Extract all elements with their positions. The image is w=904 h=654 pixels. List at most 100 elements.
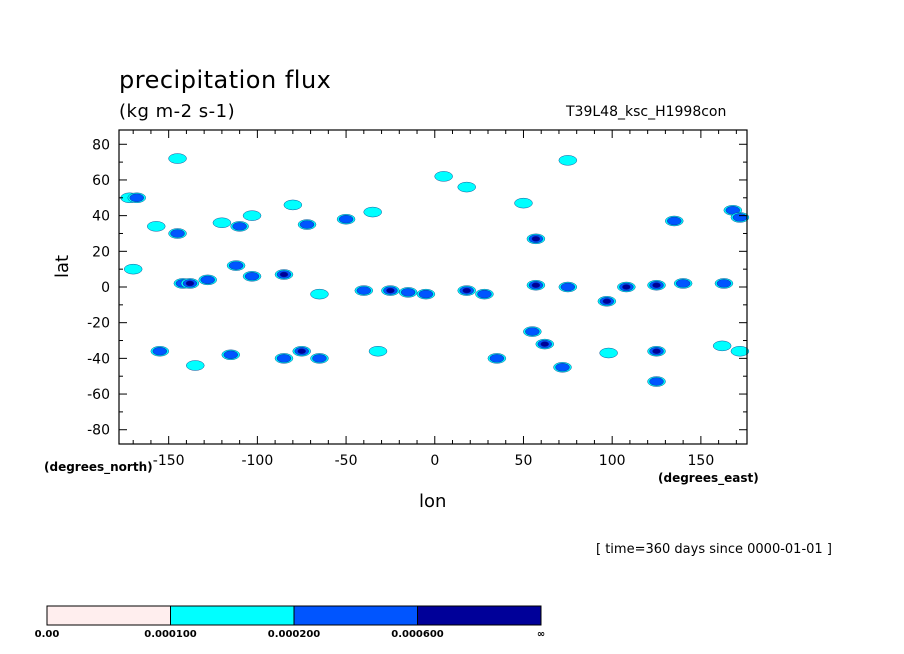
contour-cell xyxy=(127,192,146,203)
contour-level-2 xyxy=(560,282,576,292)
contour-cell xyxy=(714,278,734,289)
contour-level-1 xyxy=(434,171,453,182)
contour-cell xyxy=(457,181,476,193)
contour-level-2 xyxy=(152,347,168,356)
contour-level-3 xyxy=(652,348,661,354)
colorbar-segment xyxy=(46,605,171,626)
contour-cell xyxy=(381,285,400,296)
x-tick-label: 50 xyxy=(515,453,533,469)
time-note: [ time=360 days since 0000-01-01 ] xyxy=(596,542,832,557)
y-tick-label: -20 xyxy=(87,316,110,332)
contour-cell xyxy=(398,287,418,298)
y-tick-label: -80 xyxy=(87,423,110,439)
contour-cell xyxy=(212,217,232,228)
contour-cell xyxy=(242,210,262,221)
chart-title: precipitation flux xyxy=(119,66,332,94)
contour-level-1 xyxy=(186,360,205,371)
contour-cell xyxy=(274,269,294,280)
contour-level-1 xyxy=(363,206,382,218)
contour-level-2 xyxy=(338,215,354,224)
colorbar xyxy=(46,605,542,626)
contour-cell xyxy=(310,288,329,300)
contour-cell xyxy=(535,338,554,350)
y-tick-label: 60 xyxy=(92,173,110,189)
contour-cell xyxy=(673,278,693,289)
contour-level-1 xyxy=(730,346,750,357)
contour-cell xyxy=(310,353,329,364)
contour-level-2 xyxy=(232,222,247,231)
contour-cell xyxy=(283,199,303,211)
y-tick-label: -60 xyxy=(87,387,110,403)
contour-level-2 xyxy=(525,327,540,336)
x-tick-label: 0 xyxy=(430,453,439,469)
colorbar-level-label: ∞ xyxy=(536,629,546,640)
contour-level-3 xyxy=(462,287,471,294)
contour-cell xyxy=(457,285,476,296)
contour-cell xyxy=(242,271,262,282)
contour-level-2 xyxy=(276,354,292,363)
contour-level-3 xyxy=(531,236,541,242)
contour-level-3 xyxy=(531,282,541,288)
colorbar-level-label: 0.00 xyxy=(34,629,60,640)
contour-level-1 xyxy=(123,263,143,275)
contour-cell xyxy=(274,353,294,364)
contour-cell xyxy=(553,362,572,373)
contour-cell xyxy=(487,353,507,364)
chart-units: (kg m-2 s-1) xyxy=(119,101,236,122)
contour-level-1 xyxy=(558,155,578,166)
contour-cell xyxy=(168,153,187,164)
contour-level-3 xyxy=(185,280,195,287)
contour-cell xyxy=(647,346,666,357)
x-tick-label: -150 xyxy=(153,453,185,469)
y-tick-label: 80 xyxy=(92,137,110,153)
contour-cell xyxy=(221,349,240,360)
model-label: T39L48_ksc_H1998con xyxy=(566,104,727,120)
contour-level-2 xyxy=(489,354,505,363)
contour-level-3 xyxy=(652,282,661,288)
contour-level-2 xyxy=(356,286,372,295)
x-tick-label: 100 xyxy=(599,453,626,469)
y-tick-label: 20 xyxy=(92,244,110,260)
contour-level-3 xyxy=(602,298,612,304)
y-tick-label: 40 xyxy=(92,209,110,225)
contour-level-2 xyxy=(477,289,492,299)
x-tick-label: 150 xyxy=(688,453,715,469)
contour-level-2 xyxy=(732,213,748,222)
colorbar-segment xyxy=(293,605,418,626)
contour-level-3 xyxy=(279,271,289,278)
colorbar-segment xyxy=(170,605,295,626)
contour-level-2 xyxy=(400,288,416,297)
colorbar-level-label: 0.000600 xyxy=(391,629,444,640)
contour-level-1 xyxy=(599,347,618,359)
x-unit-left: (degrees_north) xyxy=(44,460,153,474)
contour-level-2 xyxy=(667,216,682,226)
contour-cell xyxy=(475,288,494,300)
contour-cell xyxy=(730,212,750,223)
contour-cell xyxy=(599,347,618,359)
contour-cell xyxy=(597,296,617,307)
contour-level-1 xyxy=(283,199,303,211)
contour-level-2 xyxy=(170,229,185,238)
contour-cell xyxy=(526,280,546,291)
contour-cell xyxy=(226,260,246,271)
contour-level-2 xyxy=(716,279,732,288)
contour-cells xyxy=(120,153,750,387)
colorbar-level-label: 0.000100 xyxy=(144,629,197,640)
contour-cell xyxy=(186,360,205,371)
contour-level-3 xyxy=(540,341,549,347)
contour-cell xyxy=(123,263,143,275)
contour-level-2 xyxy=(129,193,144,202)
contour-level-2 xyxy=(299,220,315,229)
contour-cell xyxy=(147,221,166,232)
contour-level-2 xyxy=(228,261,244,270)
contour-level-2 xyxy=(555,363,570,372)
contour-cell xyxy=(558,155,578,166)
contour-level-1 xyxy=(514,197,533,209)
contour-level-2 xyxy=(649,377,664,386)
contour-level-1 xyxy=(457,181,476,193)
contour-cell xyxy=(354,285,374,296)
contour-cell xyxy=(514,197,533,209)
y-tick-label: 0 xyxy=(101,280,110,296)
contour-cell xyxy=(363,206,382,218)
